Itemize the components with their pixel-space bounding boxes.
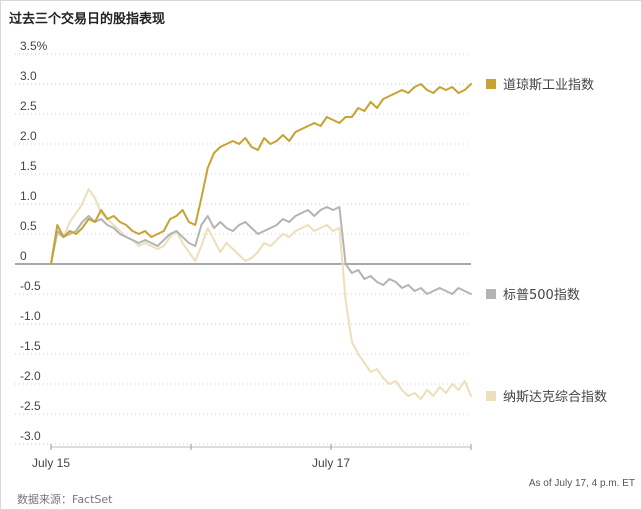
legend-swatch	[486, 391, 496, 401]
legend-swatch	[486, 79, 496, 89]
y-axis: 3.5% 3.0 2.5 2.0 1.5 1.0 0.5 0 -0.5 -1.0 -1.5 -2.0 -…	[20, 39, 48, 443]
y-tick-label: -2.0	[20, 369, 41, 383]
legend-swatch	[486, 289, 496, 299]
y-tick-label: 1.5	[20, 159, 37, 173]
y-tick-label: 1.0	[20, 189, 37, 203]
y-tick-label: -1.0	[20, 309, 41, 323]
y-tick-label: 0	[20, 249, 27, 263]
chart-title: 过去三个交易日的股指表现	[9, 11, 165, 27]
legend-label: 标普500指数	[503, 288, 580, 303]
timestamp-note: As of July 17, 4 p.m. ET	[529, 478, 635, 489]
y-tick-label: -2.5	[20, 399, 41, 413]
y-tick-label: 3.0	[20, 69, 37, 83]
y-tick-label: 2.0	[20, 129, 37, 143]
x-tick-label: July 15	[32, 456, 70, 470]
series-lines	[50, 83, 472, 400]
y-tick-label: 2.5	[20, 99, 37, 113]
x-tick-label: July 17	[312, 456, 350, 470]
legend-label: 道琼斯工业指数	[503, 78, 594, 93]
y-tick-label: 3.5%	[20, 39, 48, 53]
series-line	[50, 83, 472, 265]
series-line	[50, 188, 472, 400]
legend-label: 纳斯达克综合指数	[503, 390, 607, 405]
y-tick-label: 0.5	[20, 219, 37, 233]
x-axis: July 15 July 17	[32, 444, 472, 470]
gridlines	[15, 53, 471, 445]
source-note: 数据来源：FactSet	[17, 492, 113, 506]
y-tick-label: -0.5	[20, 279, 41, 293]
y-tick-label: -3.0	[20, 429, 41, 443]
y-tick-label: -1.5	[20, 339, 41, 353]
series-line	[50, 206, 472, 295]
